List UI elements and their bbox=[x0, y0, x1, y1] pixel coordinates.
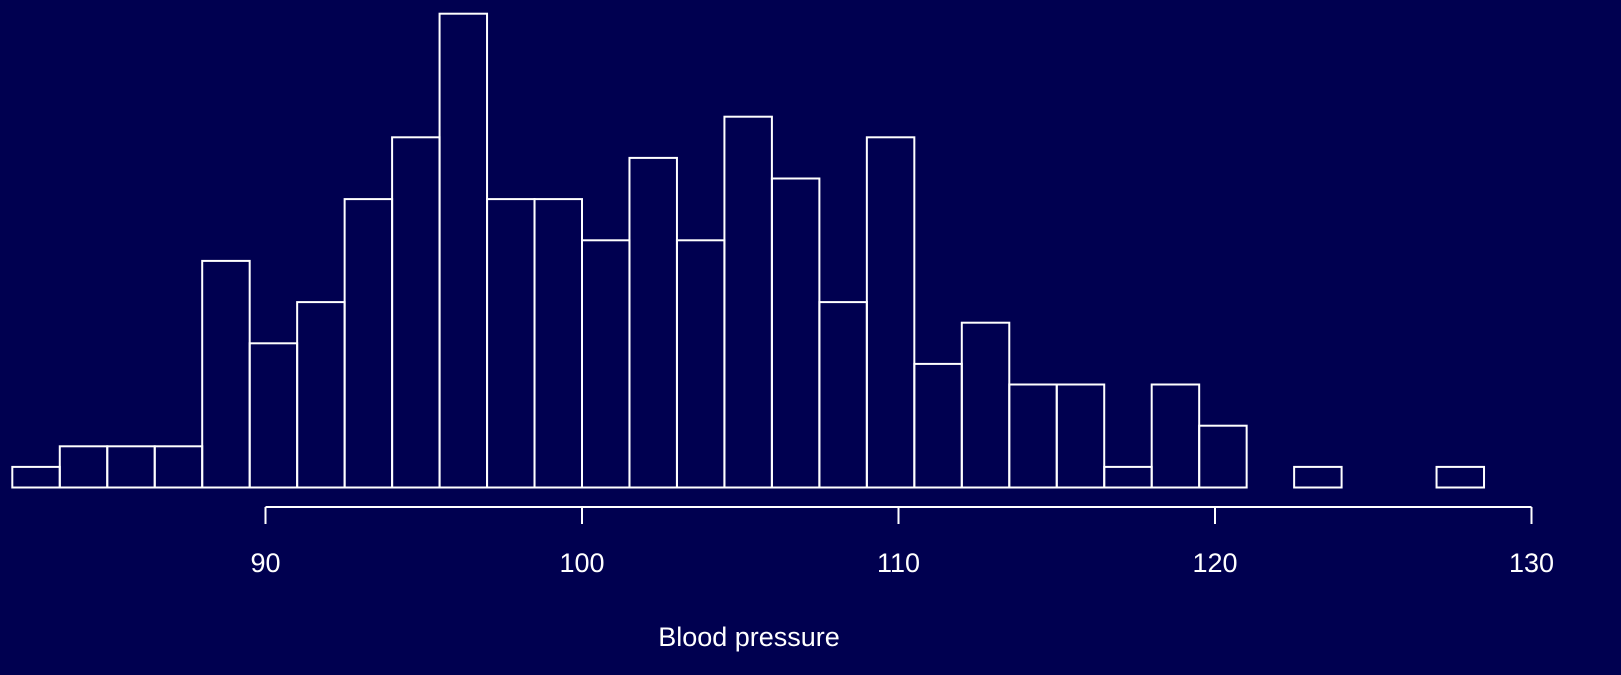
histogram-bar bbox=[391, 136, 441, 489]
histogram-bar bbox=[913, 362, 963, 489]
histogram-bar bbox=[1103, 465, 1153, 489]
histogram-bar bbox=[1008, 383, 1058, 489]
histogram-bar bbox=[818, 301, 868, 489]
x-tick-label: 100 bbox=[559, 548, 604, 578]
histogram-bar bbox=[675, 239, 726, 489]
histogram-bar bbox=[770, 177, 821, 489]
histogram-bar bbox=[628, 156, 678, 489]
histogram-bar bbox=[960, 321, 1011, 489]
histogram-bar bbox=[201, 259, 251, 489]
x-tick-label: 130 bbox=[1509, 548, 1554, 578]
histogram-bar bbox=[106, 445, 156, 489]
histogram-bar bbox=[486, 198, 536, 489]
histogram-bars bbox=[11, 12, 1486, 489]
x-axis-ticks: 90 100 110 120 130 bbox=[250, 507, 1554, 578]
x-tick-label: 90 bbox=[250, 548, 280, 578]
histogram-bar bbox=[438, 12, 489, 489]
histogram-bar bbox=[1055, 383, 1106, 489]
histogram-bar bbox=[533, 198, 584, 489]
histogram-bar bbox=[1150, 383, 1201, 489]
histogram-bar bbox=[296, 301, 346, 489]
histogram-bar bbox=[153, 445, 204, 489]
histogram-bar bbox=[1198, 424, 1248, 489]
histogram-bar bbox=[58, 445, 109, 489]
x-tick-label: 120 bbox=[1192, 548, 1237, 578]
histogram-bar bbox=[865, 136, 916, 489]
histogram-bar bbox=[581, 239, 631, 489]
x-axis-title: Blood pressure bbox=[658, 622, 840, 652]
histogram-bar bbox=[11, 465, 61, 489]
histogram-bar bbox=[723, 115, 773, 489]
x-tick-label: 110 bbox=[877, 548, 920, 578]
histogram-bar bbox=[248, 342, 299, 489]
x-axis: 90 100 110 120 130 bbox=[250, 506, 1554, 578]
histogram-bar bbox=[1293, 465, 1343, 489]
histogram-bar bbox=[1435, 465, 1486, 489]
histogram-bar bbox=[343, 198, 394, 489]
